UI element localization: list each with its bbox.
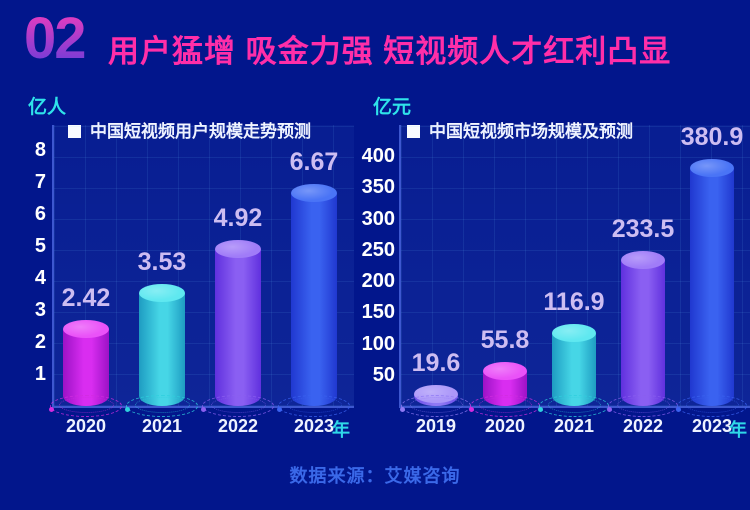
section-number: 02 <box>24 6 86 71</box>
x-tick-label: 2022 <box>622 416 664 436</box>
y-tick-label: 100 <box>361 332 395 355</box>
x-tick-label: 2021 <box>141 416 183 436</box>
bar-cylinder <box>139 284 185 406</box>
x-tick-label: 2020 <box>484 416 526 436</box>
y-tick-label: 6 <box>34 203 46 225</box>
y-axis-unit-label: 亿元 <box>373 97 412 118</box>
bar-cylinder-top <box>414 385 458 403</box>
bar-base-ring-dot <box>400 407 405 412</box>
y-tick-label: 250 <box>361 238 395 261</box>
legend-square-marker <box>68 125 81 138</box>
y-tick-label: 150 <box>361 301 395 324</box>
x-tick-label: 2019 <box>415 416 457 436</box>
y-tick-label: 350 <box>361 176 395 199</box>
bar-cylinder-body <box>621 260 665 406</box>
bar-base-ring-dot <box>469 407 474 412</box>
bar-value-label: 3.53 <box>137 248 187 276</box>
bar-base-ring-dot <box>277 407 282 412</box>
y-tick-label: 300 <box>361 207 395 230</box>
legend-square-marker <box>407 125 420 138</box>
bar-value-label: 19.6 <box>411 349 461 377</box>
bar-base-ring-dot <box>607 407 612 412</box>
bar-base-ring-dot <box>201 407 206 412</box>
x-axis-unit-label: 年 <box>332 420 350 440</box>
x-tick-label: 2023 <box>691 416 733 436</box>
bar-cylinder-top <box>552 324 596 342</box>
bar-cylinder-body <box>215 249 261 406</box>
y-tick-label: 5 <box>34 235 46 257</box>
bar-value-label: 55.8 <box>480 326 530 354</box>
bar-cylinder-body <box>139 293 185 406</box>
bar-cylinder-body <box>291 193 337 406</box>
bar-cylinder-top <box>483 362 527 380</box>
y-tick-label: 200 <box>361 270 395 292</box>
bar-value-label: 233.5 <box>611 215 675 243</box>
bar-cylinder <box>552 324 596 406</box>
bar-cylinder-top <box>63 320 109 338</box>
plot-area-market-scale: 19.6 2019 55.8 2020 116.9 2021 233.5 2022 380.9 2… <box>399 123 750 440</box>
bar-value-label: 380.9 <box>680 123 744 151</box>
bar-cylinder-top <box>621 251 665 269</box>
bar-cylinder <box>215 240 261 406</box>
chart-legend: 中国短视频市场规模及预测 <box>407 117 633 142</box>
bar-cylinder-body <box>690 168 734 406</box>
bar-base-ring-dot <box>676 407 681 412</box>
data-source-note: 数据来源：艾媒咨询 <box>289 466 461 486</box>
bar-cylinder-body <box>63 329 109 406</box>
bar-base-ring-dot <box>125 407 130 412</box>
y-tick-label: 3 <box>34 299 46 321</box>
bar-value-label: 4.92 <box>213 204 263 232</box>
bar-cylinder <box>483 362 527 406</box>
bar-cylinder-body <box>552 333 596 406</box>
chart-legend: 中国短视频用户规模走势预测 <box>68 117 311 142</box>
bar-cylinder <box>621 251 665 406</box>
bar-cylinder <box>690 159 734 406</box>
x-tick-label: 2022 <box>217 416 259 436</box>
bar-cylinder-top <box>139 284 185 302</box>
page-title: 用户猛增 吸金力强 短视频人才红利凸显 <box>108 34 672 69</box>
bar-cylinder <box>63 320 109 406</box>
chart-user-scale: 亿人 中国短视频用户规模走势预测 2.42 2020 3.53 2021 4.92 202… <box>20 92 360 442</box>
y-tick-label: 8 <box>34 139 46 161</box>
x-tick-label: 2021 <box>553 416 595 436</box>
y-tick-label: 4 <box>34 267 46 289</box>
chart-market-scale: 亿元 中国短视频市场规模及预测 19.6 2019 55.8 2020 116.9 202… <box>362 92 750 442</box>
bar-value-label: 2.42 <box>61 284 111 312</box>
y-tick-label: 50 <box>372 363 395 386</box>
bar-cylinder-top <box>690 159 734 177</box>
y-tick-label: 7 <box>34 171 46 193</box>
bar-base-ring-dot <box>538 407 543 412</box>
bar-value-label: 6.67 <box>289 148 339 176</box>
bar-base-ring-dot <box>49 407 54 412</box>
x-tick-label: 2023 <box>293 416 335 436</box>
bar-cylinder-top <box>215 240 261 258</box>
bar-cylinder <box>414 385 458 406</box>
y-tick-label: 1 <box>34 363 46 385</box>
y-axis-unit-label: 亿人 <box>28 97 67 118</box>
bar-cylinder-top <box>291 184 337 202</box>
legend-label: 中国短视频用户规模走势预测 <box>90 122 311 141</box>
y-tick-label: 400 <box>361 145 395 167</box>
bar-cylinder <box>291 184 337 406</box>
x-tick-label: 2020 <box>65 416 107 436</box>
y-tick-label: 2 <box>34 331 46 353</box>
bar-value-label: 116.9 <box>543 288 605 316</box>
x-axis-unit-label: 年 <box>729 420 747 440</box>
plot-area-user-scale: 2.42 2020 3.53 2021 4.92 2022 6.67 2023 年 <box>49 125 354 440</box>
legend-label: 中国短视频市场规模及预测 <box>429 122 633 141</box>
